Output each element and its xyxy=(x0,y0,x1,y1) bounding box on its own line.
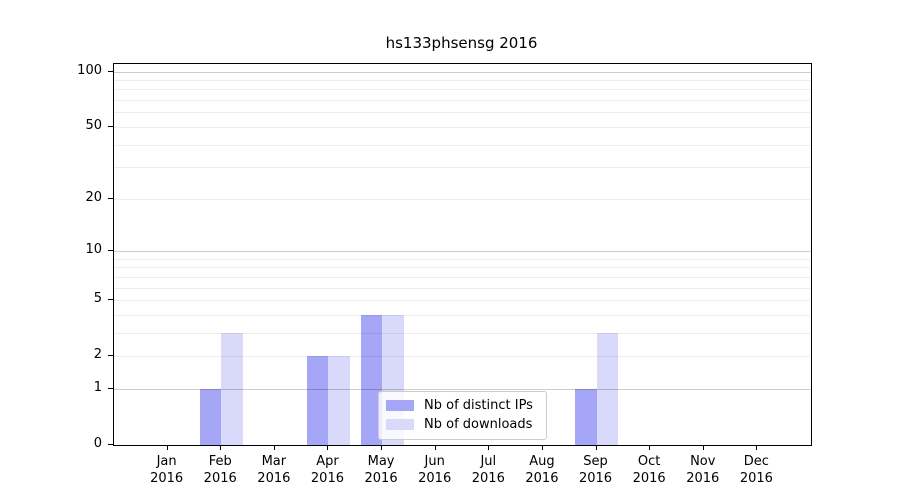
major-gridline-100 xyxy=(114,71,811,73)
x-tick-label-nov: Nov 2016 xyxy=(686,454,720,486)
legend-item-distinct-ips: Nb of distinct IPs xyxy=(386,398,538,413)
x-tick-mark xyxy=(327,445,329,450)
y-tick-mark xyxy=(108,355,113,357)
plot-area: Nb of distinct IPs Nb of downloads xyxy=(113,63,812,446)
x-tick-mark xyxy=(488,445,490,450)
legend-swatch-distinct-ips xyxy=(386,400,414,411)
y-tick-label-5: 5 xyxy=(93,291,102,307)
minor-gridline-30 xyxy=(114,167,811,169)
bar-downloads-sep xyxy=(596,332,619,445)
x-tick-label-may: May 2016 xyxy=(364,454,398,486)
minor-gridline-4 xyxy=(114,314,811,316)
x-tick-mark xyxy=(166,445,168,450)
minor-gridline-20 xyxy=(114,198,811,200)
legend-item-downloads: Nb of downloads xyxy=(386,417,538,432)
x-tick-mark xyxy=(756,445,758,450)
x-tick-mark xyxy=(649,445,651,450)
major-gridline-1 xyxy=(114,388,811,390)
y-tick-mark xyxy=(108,444,113,445)
minor-gridline-5 xyxy=(114,300,811,302)
y-tick-label-0: 0 xyxy=(93,436,102,451)
x-tick-label-jan: Jan 2016 xyxy=(150,454,184,486)
minor-gridline-50 xyxy=(114,126,811,128)
minor-gridline-90 xyxy=(114,80,811,82)
major-gridline-10 xyxy=(114,251,811,252)
minor-gridline-9 xyxy=(114,258,811,260)
y-tick-label-2: 2 xyxy=(93,347,102,363)
minor-gridline-7 xyxy=(114,276,811,278)
x-tick-mark xyxy=(381,445,383,450)
y-tick-label-1: 1 xyxy=(93,379,102,395)
x-tick-label-aug: Aug 2016 xyxy=(525,454,559,486)
x-tick-mark xyxy=(595,445,597,450)
legend: Nb of distinct IPs Nb of downloads xyxy=(378,391,547,440)
bar-distinct-ips-apr xyxy=(306,356,329,445)
bar-distinct-ips-may xyxy=(360,314,383,445)
bar-downloads-feb xyxy=(221,332,243,445)
x-tick-label-sep: Sep 2016 xyxy=(578,454,613,486)
x-tick-mark xyxy=(541,445,543,450)
y-tick-label-20: 20 xyxy=(85,189,102,205)
minor-gridline-6 xyxy=(114,287,811,289)
y-tick-mark xyxy=(108,70,113,72)
bar-distinct-ips-sep xyxy=(575,388,597,445)
bar-distinct-ips-feb xyxy=(199,388,222,445)
y-tick-mark xyxy=(108,197,113,199)
x-tick-label-dec: Dec 2016 xyxy=(739,454,773,486)
minor-gridline-80 xyxy=(114,89,811,91)
y-tick-mark xyxy=(108,250,113,251)
y-tick-mark xyxy=(108,299,113,301)
legend-label-downloads: Nb of downloads xyxy=(424,417,533,432)
minor-gridline-60 xyxy=(114,112,811,114)
x-tick-mark xyxy=(273,445,275,450)
x-tick-label-oct: Oct 2016 xyxy=(632,454,666,486)
y-tick-label-100: 100 xyxy=(77,62,102,78)
legend-swatch-downloads xyxy=(386,419,414,430)
y-tick-mark xyxy=(108,387,113,389)
x-tick-mark xyxy=(220,445,222,450)
y-tick-mark xyxy=(108,125,113,127)
x-tick-label-jul: Jul 2016 xyxy=(471,454,505,486)
bar-downloads-apr xyxy=(328,356,350,445)
legend-label-distinct-ips: Nb of distinct IPs xyxy=(424,398,533,413)
x-tick-mark xyxy=(702,445,704,450)
x-tick-label-jun: Jun 2016 xyxy=(418,454,452,486)
x-tick-label-mar: Mar 2016 xyxy=(257,454,291,486)
y-tick-label-50: 50 xyxy=(85,117,102,133)
minor-gridline-70 xyxy=(114,100,811,102)
minor-gridline-40 xyxy=(114,144,811,146)
minor-gridline-8 xyxy=(114,267,811,269)
y-tick-label-10: 10 xyxy=(85,242,102,257)
minor-gridline-3 xyxy=(114,332,811,334)
x-tick-label-feb: Feb 2016 xyxy=(203,454,237,486)
chart-title: hs133phsensg 2016 xyxy=(385,34,538,52)
x-tick-mark xyxy=(434,445,436,450)
x-tick-label-apr: Apr 2016 xyxy=(310,454,344,486)
minor-gridline-2 xyxy=(114,356,811,358)
